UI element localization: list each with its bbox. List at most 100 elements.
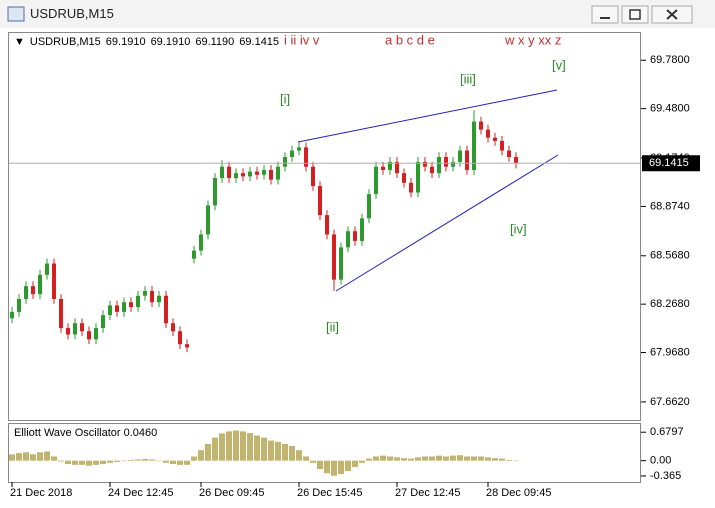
minimize-button[interactable] xyxy=(591,5,619,24)
candle-body xyxy=(136,295,140,308)
candle-body xyxy=(87,331,91,340)
window-icon xyxy=(7,6,25,22)
osc-bar xyxy=(191,456,197,461)
window-title: USDRUB,M15 xyxy=(30,6,114,21)
candle-body xyxy=(381,166,385,170)
osc-bar xyxy=(79,460,85,465)
trend-line xyxy=(297,89,558,143)
candle-body xyxy=(297,147,301,151)
x-tick-label: 28 Dec 09:45 xyxy=(486,487,551,499)
osc-bar xyxy=(268,440,274,461)
wave-label: [iii] xyxy=(460,71,476,86)
candle-body xyxy=(178,331,182,345)
osc-bar xyxy=(492,458,498,461)
osc-bar xyxy=(107,460,113,463)
candle-body xyxy=(227,166,231,179)
osc-bar xyxy=(135,459,141,461)
osc-bar xyxy=(142,458,148,461)
candle-body xyxy=(395,161,399,174)
candle-body xyxy=(220,166,224,179)
candle-body xyxy=(276,166,280,180)
candle-body xyxy=(150,290,154,303)
candle-body xyxy=(486,129,490,138)
osc-bar xyxy=(233,430,239,461)
y-tick-label: -0.365 xyxy=(650,470,681,482)
candle-body xyxy=(304,147,308,167)
wave-label: [ii] xyxy=(326,319,339,334)
osc-bar xyxy=(219,433,225,461)
osc-bar xyxy=(184,460,190,465)
osc-bar xyxy=(401,458,407,461)
candle-body xyxy=(269,169,273,180)
candle-body xyxy=(262,169,266,175)
osc-bar xyxy=(65,460,71,465)
osc-bar xyxy=(275,441,281,461)
wave-label: a b c d e xyxy=(385,32,435,47)
osc-bar xyxy=(303,456,309,461)
osc-bar xyxy=(310,460,316,463)
osc-bar xyxy=(247,433,253,461)
y-tick-label: 69.7800 xyxy=(650,54,690,66)
osc-bar xyxy=(324,460,330,474)
candle-body xyxy=(444,157,448,167)
dropdown-arrow[interactable]: ▼ xyxy=(14,36,25,48)
candle-body xyxy=(514,157,518,164)
symbol-info: ▼ USDRUB,M15 69.1910 69.1910 69.1190 69.… xyxy=(14,36,280,48)
osc-bar xyxy=(359,460,365,463)
candle-body xyxy=(24,286,28,300)
osc-bar xyxy=(478,456,484,461)
osc-bar xyxy=(485,457,491,461)
candle-body xyxy=(206,205,210,235)
osc-bar xyxy=(156,460,162,462)
candle-body xyxy=(311,166,315,187)
osc-bar xyxy=(387,456,393,461)
osc-bar xyxy=(289,446,295,461)
candle-body xyxy=(241,173,245,177)
candle-body xyxy=(129,302,133,308)
candle-body xyxy=(52,263,56,300)
osc-bar xyxy=(177,460,183,465)
candle-body xyxy=(17,299,21,312)
ohlc: 69.1190 xyxy=(195,36,235,48)
candle-body xyxy=(507,150,511,158)
y-tick-label: 69.4800 xyxy=(650,103,690,115)
candle-body xyxy=(45,263,49,275)
candle-body xyxy=(73,323,77,335)
candle-body xyxy=(157,295,161,303)
price-label: 69.1415 xyxy=(649,157,689,169)
candle-body xyxy=(423,161,427,167)
candle-body xyxy=(437,157,441,174)
candle-body xyxy=(66,328,70,335)
candle-body xyxy=(199,234,203,251)
y-tick-label: 0.6797 xyxy=(650,426,684,438)
trend-line xyxy=(335,154,559,292)
osc-bar xyxy=(352,460,358,467)
candle-body xyxy=(479,121,483,130)
wave-label: [v] xyxy=(552,57,566,72)
candle-body xyxy=(465,150,469,170)
candle-body xyxy=(325,215,329,235)
wave-label: [iv] xyxy=(510,221,527,236)
osc-bar xyxy=(338,460,344,475)
candle-body xyxy=(122,302,126,312)
osc-bar xyxy=(72,460,78,465)
candle-body xyxy=(472,121,476,170)
y-tick-label: 67.9680 xyxy=(650,346,690,358)
candle-body xyxy=(374,166,378,195)
candle-body xyxy=(451,161,455,167)
candle-body xyxy=(458,150,462,162)
maximize-button[interactable] xyxy=(621,5,649,24)
osc-bar xyxy=(212,437,218,461)
osc-bar xyxy=(121,460,127,462)
candle-body xyxy=(10,311,14,319)
osc-bar xyxy=(51,456,57,461)
osc-bar xyxy=(9,454,15,461)
candle-body xyxy=(101,315,105,329)
candle-body xyxy=(339,247,343,280)
candle-body xyxy=(171,323,175,332)
candle-body xyxy=(185,344,189,348)
osc-bar xyxy=(394,457,400,461)
y-tick-label: 67.6620 xyxy=(650,396,690,408)
osc-bar xyxy=(499,458,505,461)
